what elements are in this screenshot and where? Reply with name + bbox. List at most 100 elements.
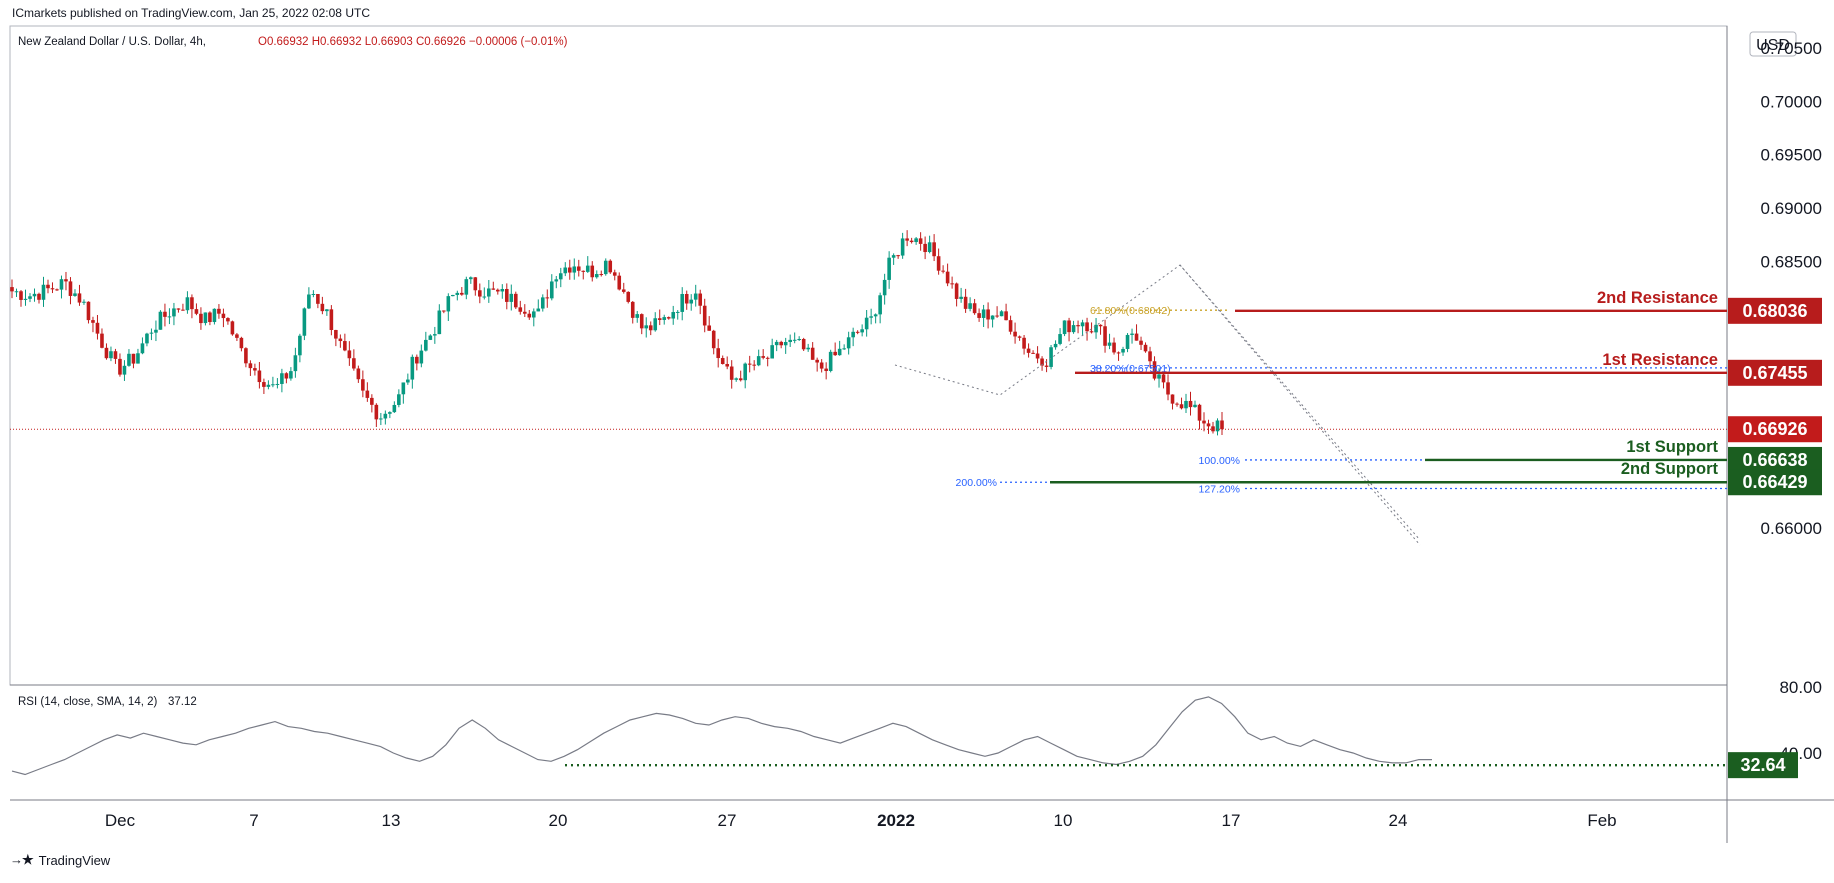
footer-brand[interactable]: →★ TradingView [10, 852, 110, 868]
candle-body [217, 308, 221, 314]
candle-body [1044, 365, 1049, 367]
candle-body [680, 293, 685, 312]
candle-body [500, 288, 505, 292]
candle-body [37, 293, 41, 300]
time-tick-label: 24 [1389, 811, 1408, 830]
candle-body [968, 303, 972, 309]
candle-body [1089, 331, 1094, 333]
candle-body [1197, 404, 1202, 421]
time-tick-label: 13 [382, 811, 401, 830]
candle-body [1062, 320, 1067, 335]
candle-body [1008, 320, 1013, 332]
candle-body [563, 267, 568, 274]
candle-body [154, 329, 158, 333]
candle-body [419, 350, 424, 364]
candle-body [873, 314, 878, 317]
candle-body [945, 271, 950, 284]
candle-body [181, 309, 185, 311]
candle-body [73, 293, 77, 296]
candle-body [801, 338, 806, 350]
candle-body [1094, 324, 1098, 333]
candle-body [370, 397, 374, 405]
candle-body [1022, 337, 1026, 349]
candle-body [1004, 311, 1008, 321]
candle-body [127, 353, 131, 366]
candle-body [549, 281, 554, 299]
candle-body [298, 335, 302, 356]
candle-body [509, 293, 514, 302]
candle-body [343, 341, 347, 351]
candle-body [576, 266, 581, 271]
candle-body [779, 341, 783, 346]
current-price-text: 0.66926 [1742, 419, 1807, 439]
candle-body [1107, 342, 1112, 346]
candle-body [882, 279, 887, 296]
candle-body [140, 343, 145, 354]
candle-body [545, 297, 550, 299]
candle-body [662, 317, 667, 320]
candle-body [630, 301, 635, 318]
candle-body [338, 338, 343, 342]
candle-body [239, 337, 244, 349]
candle-body [109, 351, 113, 359]
ohlc-legend: O0.66932 H0.66932 L0.66903 C0.66926 −0.0… [258, 36, 568, 48]
candle-body [738, 378, 743, 381]
candle-body [621, 289, 626, 292]
candle-body [415, 356, 419, 364]
candle-body [1188, 400, 1193, 408]
candle-body [1112, 342, 1116, 353]
candle-body [860, 329, 864, 333]
candle-body [275, 383, 280, 385]
resistance-price-text: 0.67455 [1742, 363, 1807, 383]
candle-body [761, 356, 765, 358]
currency-badge: USD [1756, 37, 1790, 54]
candle-body [554, 279, 559, 282]
rsi-level-text: 32.64 [1740, 755, 1785, 775]
candle-body [1206, 423, 1211, 427]
candle-body [100, 333, 104, 348]
fib-level-label: 200.00% [956, 477, 997, 489]
support-price-text: 0.66429 [1742, 472, 1807, 492]
candle-body [167, 316, 172, 318]
candle-body [666, 317, 671, 319]
candle-body [1139, 340, 1143, 345]
tradingview-logo-icon: →★ [10, 852, 34, 867]
candle-body [379, 418, 383, 420]
current-price-badge [1728, 416, 1822, 443]
candle-body [585, 265, 590, 272]
candle-body [909, 240, 914, 243]
candle-body [1026, 348, 1031, 353]
candle-body [383, 413, 388, 419]
candle-body [401, 382, 406, 395]
candle-body [1040, 358, 1044, 366]
candle-body [513, 293, 518, 308]
candle-body [936, 256, 941, 271]
rsi-level-badge [1728, 752, 1798, 779]
candle-body [572, 266, 577, 273]
main-pane-border [9, 25, 1728, 686]
rsi-line [11, 696, 1432, 776]
candle-body [82, 301, 86, 303]
candle-body [1017, 336, 1022, 338]
rsi-legend-value: 37.12 [168, 696, 197, 708]
time-tick-label: 7 [249, 811, 258, 830]
candle-body [923, 243, 927, 253]
time-tick-label: Feb [1587, 811, 1616, 830]
candle-body [91, 320, 95, 323]
candle-body [194, 309, 199, 314]
candle-body [729, 366, 734, 380]
candle-body [473, 277, 478, 291]
price-tick-label: 0.69500 [1761, 146, 1822, 165]
candle-body [1175, 403, 1179, 405]
support-price-text: 0.66638 [1742, 450, 1807, 470]
candle-body [95, 322, 100, 334]
candle-body [734, 378, 739, 380]
candle-body [1058, 334, 1062, 344]
candle-body [657, 318, 662, 320]
currency-badge-box [1749, 31, 1797, 57]
candle-body [918, 238, 923, 244]
candle-body [77, 293, 82, 303]
overlays-layer: 61.80%(0.68042)38.20%(0.67501)100.00%200… [10, 264, 1822, 546]
candle-body [900, 238, 905, 256]
